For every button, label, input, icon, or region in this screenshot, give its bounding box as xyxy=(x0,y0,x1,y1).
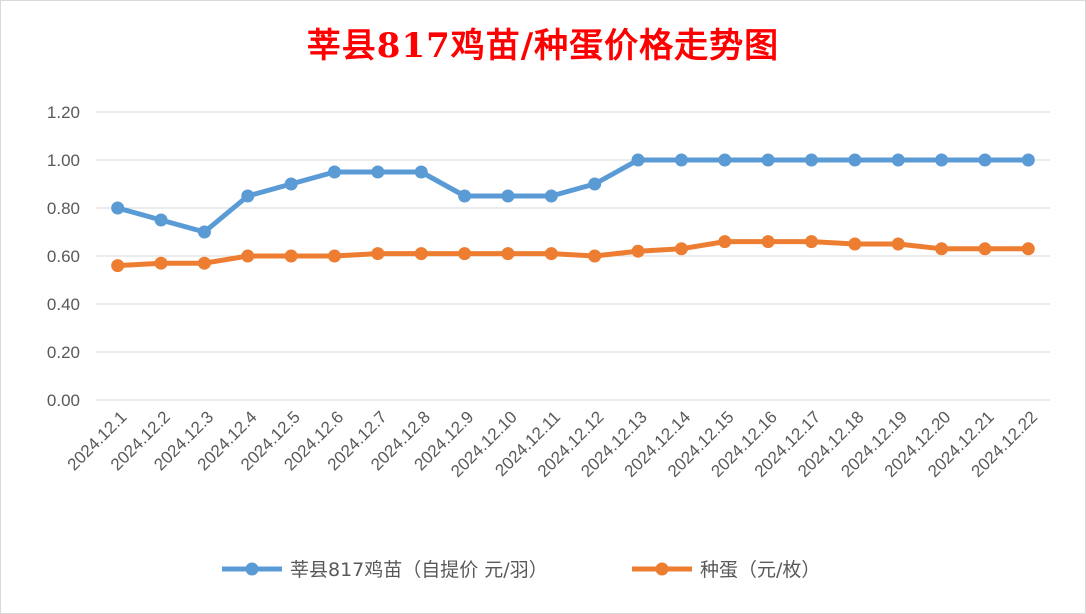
data-point-series-2 xyxy=(154,256,168,270)
y-tick-label: 0.00 xyxy=(47,391,80,410)
data-point-series-2 xyxy=(1021,242,1035,256)
data-point-series-2 xyxy=(414,247,428,261)
data-point-series-1 xyxy=(414,165,428,179)
data-point-series-2 xyxy=(544,247,558,261)
data-point-series-2 xyxy=(588,249,602,263)
legend-swatch-marker xyxy=(655,562,669,576)
y-tick-label: 0.20 xyxy=(47,343,80,362)
data-point-series-1 xyxy=(544,189,558,203)
data-point-series-2 xyxy=(241,249,255,263)
data-point-series-2 xyxy=(458,247,472,261)
data-point-series-2 xyxy=(848,237,862,251)
data-point-series-1 xyxy=(501,189,515,203)
y-tick-label: 0.80 xyxy=(47,199,80,218)
legend-label: 种蛋（元/枚） xyxy=(700,559,820,581)
data-point-series-1 xyxy=(978,153,992,167)
data-point-series-1 xyxy=(935,153,949,167)
data-point-series-2 xyxy=(674,242,688,256)
data-point-series-2 xyxy=(328,249,341,263)
data-point-series-2 xyxy=(501,247,515,261)
data-point-series-2 xyxy=(718,235,732,249)
data-point-series-1 xyxy=(761,153,775,167)
y-tick-label: 0.40 xyxy=(47,295,80,314)
series-points xyxy=(111,153,1035,273)
series-line-1 xyxy=(115,157,1031,235)
y-axis-ticks: 0.00 0.20 0.40 0.60 0.80 1.00 1.20 xyxy=(47,103,80,410)
data-point-series-2 xyxy=(371,247,385,261)
chart-title: 莘县817鸡苗/种蛋价格走势图 xyxy=(306,26,780,66)
series-line-2 xyxy=(115,239,1031,269)
legend-label: 莘县817鸡苗（自提价 元/羽） xyxy=(290,559,548,581)
data-point-series-1 xyxy=(631,153,645,167)
data-point-series-2 xyxy=(111,259,125,273)
data-point-series-1 xyxy=(197,225,211,239)
series-lines xyxy=(115,157,1031,269)
y-tick-label: 1.00 xyxy=(47,151,80,170)
data-point-series-2 xyxy=(631,244,645,258)
data-point-series-1 xyxy=(284,177,298,191)
legend: 莘县817鸡苗（自提价 元/羽） 种蛋（元/枚） xyxy=(222,559,820,581)
data-point-series-2 xyxy=(978,242,992,256)
data-point-series-1 xyxy=(848,153,862,167)
y-tick-label: 0.60 xyxy=(47,247,80,266)
data-point-series-1 xyxy=(588,177,602,191)
data-point-series-1 xyxy=(891,153,905,167)
y-tick-label: 1.20 xyxy=(47,103,80,122)
legend-swatch-marker xyxy=(245,562,259,576)
data-point-series-2 xyxy=(891,237,905,251)
data-point-series-1 xyxy=(371,165,385,179)
data-point-series-1 xyxy=(718,153,732,167)
data-point-series-2 xyxy=(761,235,775,249)
data-point-series-1 xyxy=(328,165,341,179)
data-point-series-2 xyxy=(284,249,298,263)
data-point-series-2 xyxy=(197,256,211,270)
data-point-series-1 xyxy=(1021,153,1035,167)
data-point-series-2 xyxy=(935,242,949,256)
x-axis-ticks: 2024.12.12024.12.22024.12.32024.12.42024… xyxy=(64,407,1042,481)
data-point-series-1 xyxy=(241,189,255,203)
data-point-series-1 xyxy=(458,189,472,203)
data-point-series-1 xyxy=(154,213,168,227)
data-point-series-1 xyxy=(805,153,818,167)
data-point-series-1 xyxy=(111,201,125,215)
data-point-series-2 xyxy=(805,235,818,249)
data-point-series-1 xyxy=(674,153,688,167)
